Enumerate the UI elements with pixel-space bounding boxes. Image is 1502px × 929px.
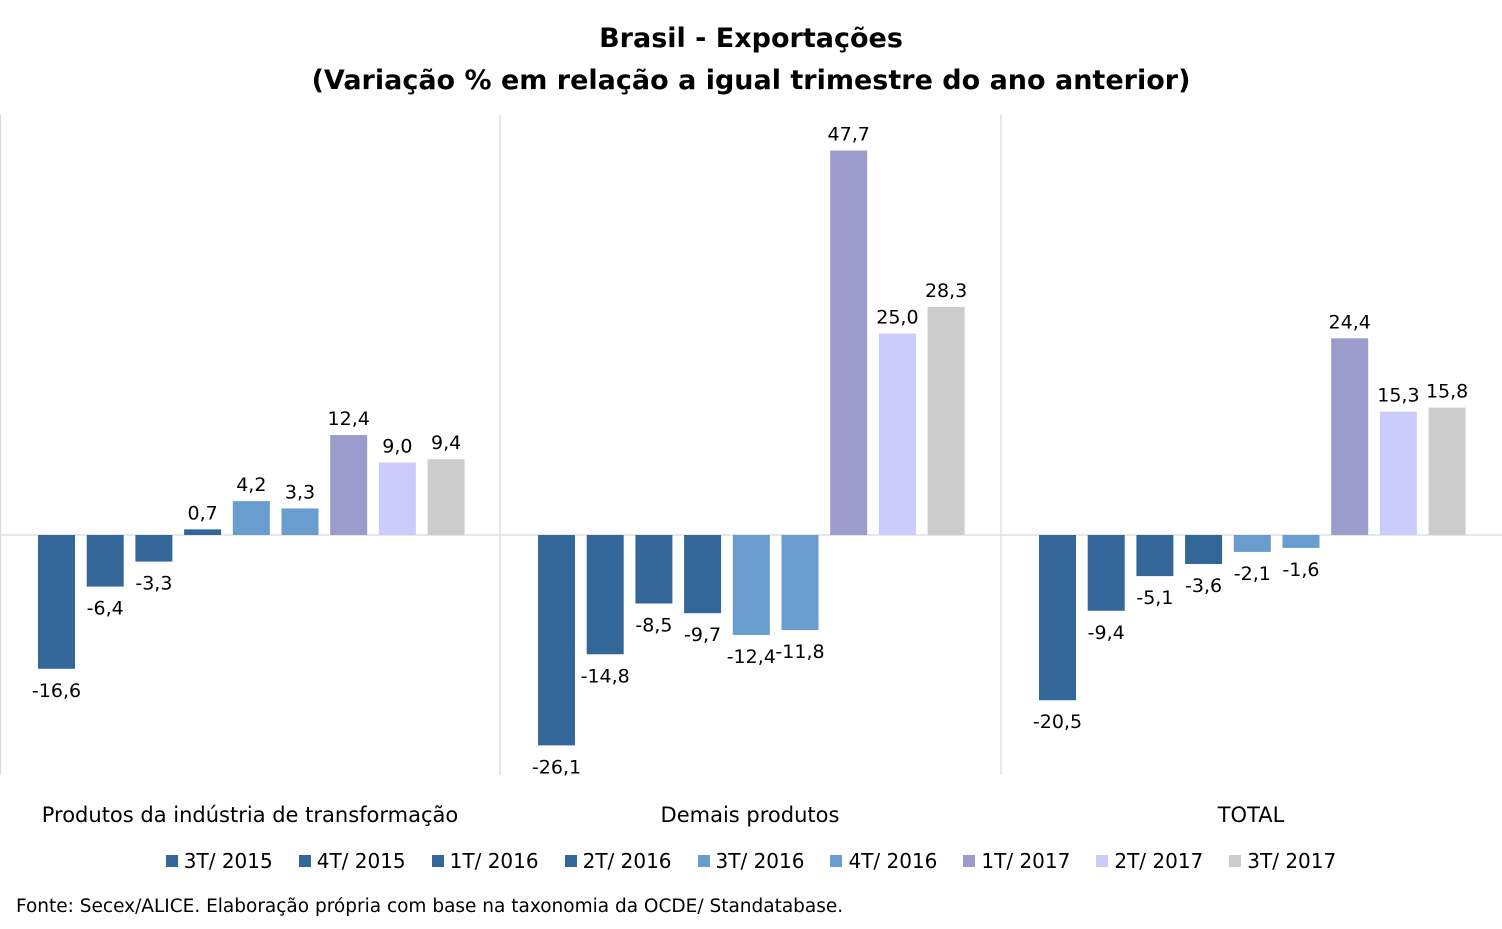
data-label: -14,8 bbox=[581, 665, 630, 687]
bar bbox=[330, 435, 368, 535]
legend-label: 4T/ 2016 bbox=[848, 849, 938, 873]
legend-swatch bbox=[963, 855, 976, 867]
data-label: 28,3 bbox=[925, 280, 967, 302]
bar bbox=[635, 535, 673, 604]
data-label: 12,4 bbox=[328, 408, 370, 430]
legend-label: 2T/ 2016 bbox=[582, 849, 672, 873]
chart-title-line1: Brasil - Exportações bbox=[599, 23, 903, 54]
legend-swatch bbox=[830, 855, 843, 867]
legend-label: 1T/ 2016 bbox=[449, 849, 539, 873]
category-label: Demais produtos bbox=[661, 803, 840, 827]
bar bbox=[538, 535, 575, 746]
legend-swatch bbox=[564, 855, 577, 867]
bar bbox=[732, 535, 770, 635]
bar bbox=[38, 535, 75, 669]
data-label: 0,7 bbox=[187, 502, 217, 524]
legend-swatch bbox=[1096, 855, 1109, 867]
data-label: 4,2 bbox=[236, 474, 266, 496]
data-label: -3,6 bbox=[1185, 575, 1222, 597]
bar bbox=[781, 535, 819, 631]
bar bbox=[281, 508, 319, 535]
legend-label: 2T/ 2017 bbox=[1114, 849, 1204, 873]
bar bbox=[1039, 535, 1076, 701]
bar bbox=[1233, 535, 1271, 552]
bar bbox=[232, 501, 270, 535]
data-label: -11,8 bbox=[775, 641, 824, 663]
legend-item: 3T/ 2015 bbox=[165, 846, 273, 876]
data-label: -9,7 bbox=[684, 624, 721, 646]
legend-item: 4T/ 2016 bbox=[830, 846, 937, 876]
data-label: -2,1 bbox=[1234, 563, 1271, 585]
legend-label: 4T/ 2015 bbox=[316, 849, 406, 873]
data-label: 24,4 bbox=[1329, 311, 1371, 333]
legend-swatch bbox=[1229, 855, 1242, 867]
legend-item: 3T/ 2016 bbox=[697, 846, 805, 876]
bar bbox=[830, 150, 868, 535]
bar bbox=[878, 333, 916, 535]
source-note: Fonte: Secex/ALICE. Elaboração própria c… bbox=[16, 896, 844, 917]
bar bbox=[1428, 407, 1466, 535]
bar bbox=[586, 535, 624, 655]
bar bbox=[1136, 535, 1174, 577]
data-label: 9,0 bbox=[382, 435, 412, 457]
data-label: -3,3 bbox=[135, 573, 172, 595]
legend-label: 3T/ 2016 bbox=[715, 849, 805, 873]
chart-title-line2: (Variação % em relação a igual trimestre… bbox=[311, 65, 1191, 96]
bar bbox=[184, 529, 222, 535]
legend-item: 2T/ 2016 bbox=[564, 846, 672, 876]
bar bbox=[378, 462, 416, 535]
data-label: -9,4 bbox=[1088, 622, 1125, 644]
data-label: 9,4 bbox=[431, 432, 461, 454]
data-label: -26,1 bbox=[532, 756, 581, 778]
chart-title: Brasil - Exportações (Variação % em rela… bbox=[0, 18, 1502, 102]
bar bbox=[1331, 338, 1369, 535]
bar bbox=[1379, 411, 1417, 535]
legend-swatch bbox=[165, 855, 178, 867]
category-label: TOTAL bbox=[1217, 803, 1285, 827]
bar bbox=[1282, 535, 1320, 548]
data-label: -1,6 bbox=[1282, 559, 1319, 581]
data-label: -16,6 bbox=[32, 680, 81, 702]
legend-item: 3T/ 2017 bbox=[1229, 846, 1336, 876]
bar bbox=[135, 535, 173, 562]
bar bbox=[86, 535, 124, 587]
bar bbox=[684, 535, 722, 614]
legend-label: 1T/ 2017 bbox=[981, 849, 1071, 873]
data-label: -20,5 bbox=[1033, 711, 1082, 733]
legend-swatch bbox=[697, 855, 710, 867]
legend-swatch bbox=[431, 855, 444, 867]
bar bbox=[927, 306, 965, 535]
data-label: -6,4 bbox=[87, 598, 124, 620]
data-label: -5,1 bbox=[1136, 587, 1173, 609]
legend-label: 3T/ 2015 bbox=[183, 849, 273, 873]
data-label: 15,8 bbox=[1426, 381, 1468, 403]
legend-item: 2T/ 2017 bbox=[1096, 846, 1203, 876]
data-label: -12,4 bbox=[727, 646, 776, 668]
chart-legend: 3T/ 2015 4T/ 2015 1T/ 2016 2T/ 2016 3T/ 2016… bbox=[0, 846, 1502, 876]
bar bbox=[427, 459, 465, 535]
chart-plot: -16,6 -6,4 -3,3 0,7 4,2 3,3 12,4 9,0 9,4 Produtos… bbox=[0, 115, 1502, 827]
bar bbox=[1087, 535, 1125, 611]
bar bbox=[1185, 535, 1223, 565]
category-label: Produtos da indústria de transformação bbox=[42, 803, 459, 827]
legend-label: 3T/ 2017 bbox=[1247, 849, 1337, 873]
data-label: 3,3 bbox=[285, 481, 315, 503]
legend-item: 1T/ 2017 bbox=[963, 846, 1070, 876]
legend-item: 4T/ 2015 bbox=[298, 846, 406, 876]
legend-item: 1T/ 2016 bbox=[431, 846, 539, 876]
data-label: 25,0 bbox=[876, 307, 918, 329]
data-label: 47,7 bbox=[828, 124, 870, 146]
data-label: -8,5 bbox=[635, 615, 672, 637]
legend-swatch bbox=[298, 855, 311, 867]
data-label: 15,3 bbox=[1377, 385, 1419, 407]
